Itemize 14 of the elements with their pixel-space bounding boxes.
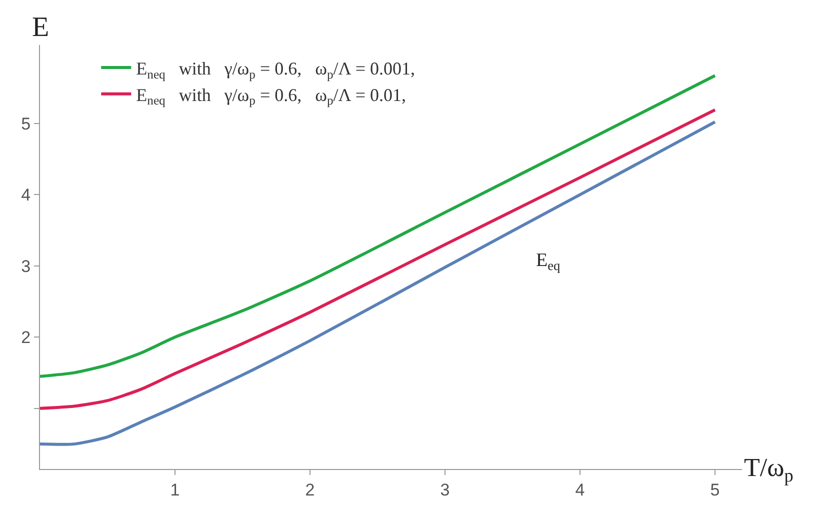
x-axis-title: T/ω$_{p}$ (744, 453, 794, 486)
legend-label: E$_{neq}$ with γ/ω$_{p}$ = 0.6, ω$_{p}$/Λ = 0.01, (136, 84, 406, 108)
y-tick-label: 3 (21, 256, 31, 276)
y-tick-label: 5 (21, 114, 31, 134)
y-tick-label: 2 (21, 328, 31, 348)
y-axis-title: E (32, 12, 50, 43)
x-tick-label: 5 (710, 480, 720, 500)
x-tick-label: 2 (305, 480, 315, 500)
y-tick-label: 4 (21, 186, 31, 205)
x-tick-label: 4 (575, 480, 585, 500)
legend-label: E$_{neq}$ with γ/ω$_{p}$ = 0.6, ω$_{p}$/Λ = 0.001, (136, 58, 416, 82)
x-tick-label: 3 (440, 480, 450, 500)
annotation: E$_{eq}$ (536, 250, 561, 273)
x-tick-label: 1 (170, 480, 180, 500)
